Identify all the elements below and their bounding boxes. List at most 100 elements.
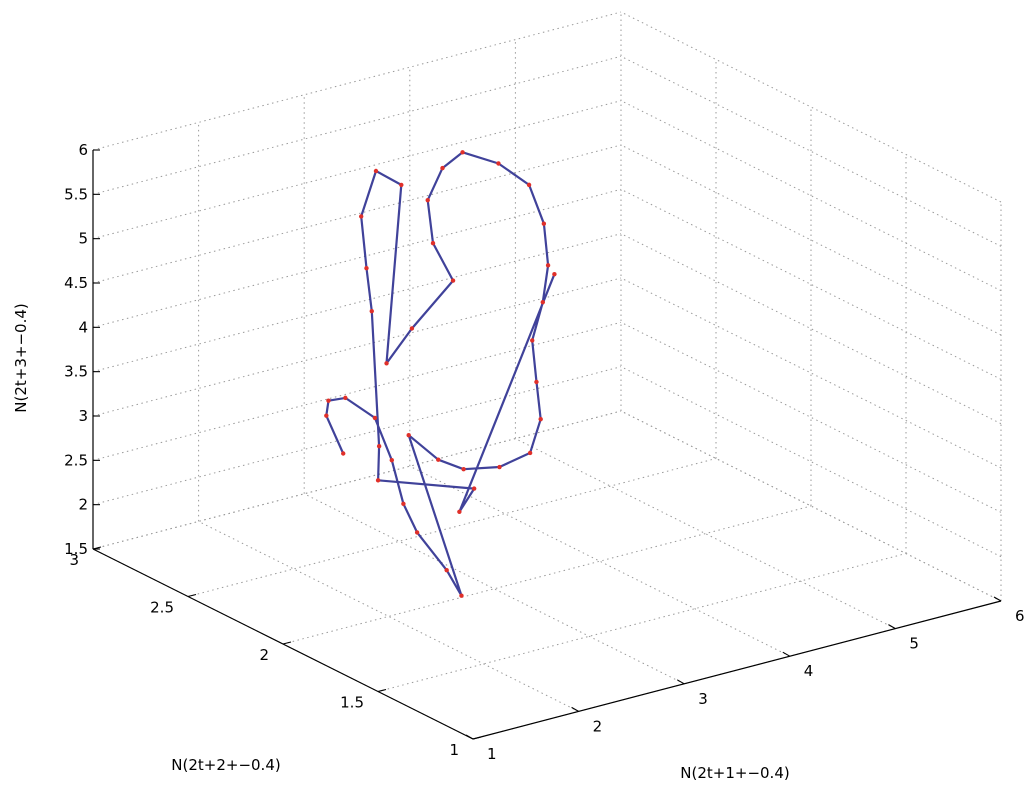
y-tick-mark <box>92 546 102 550</box>
y-tick-mark <box>282 641 292 645</box>
gridline-floor-y <box>282 505 812 645</box>
data-point <box>496 161 501 166</box>
data-point <box>324 413 329 418</box>
data-point <box>372 415 378 421</box>
gridline-back-z <box>92 277 622 417</box>
gridline-back-z <box>92 410 622 550</box>
x-tick-mark <box>782 651 791 657</box>
gridline-floor-x <box>198 520 579 712</box>
data-point <box>444 567 449 573</box>
gridline-floor-x <box>303 493 685 685</box>
data-point <box>541 221 547 226</box>
z-tick-label: 4 <box>78 318 88 336</box>
data-point <box>384 361 389 366</box>
z-tick-label: 5.5 <box>64 185 88 203</box>
gridline-side-z <box>620 277 1002 469</box>
z-axis-title: N(2t+3+−0.4) <box>12 303 30 412</box>
data-point <box>425 197 430 203</box>
x-tick-label: 2 <box>593 717 603 735</box>
y-tick-label: 2 <box>259 646 269 664</box>
data-point <box>341 451 346 456</box>
gridline-back-z <box>92 144 622 284</box>
data-point <box>369 308 374 314</box>
x-tick-mark <box>888 624 896 630</box>
z-tick-label: 6 <box>78 141 88 159</box>
x-tick-mark <box>676 679 685 685</box>
data-point <box>436 457 441 462</box>
gridline-back-z <box>92 233 622 373</box>
data-layer <box>324 150 557 598</box>
data-point <box>526 182 532 188</box>
data-point <box>527 450 533 456</box>
z-tick-label: 2.5 <box>64 451 88 469</box>
data-point <box>409 326 415 331</box>
data-point <box>373 168 379 174</box>
data-point <box>530 338 535 343</box>
data-point <box>534 379 539 385</box>
gridline-floor-y <box>92 410 622 550</box>
x-axis-line <box>472 600 1002 740</box>
data-point <box>460 150 465 155</box>
data-point <box>552 271 557 277</box>
data-point <box>375 478 381 483</box>
data-point <box>430 240 436 246</box>
y-axis-title: N(2t+2+−0.4) <box>171 756 280 774</box>
gridline-side-z <box>620 55 1002 247</box>
z-tick-label: 1.5 <box>64 540 88 558</box>
data-point <box>459 593 464 598</box>
x-tick-label: 1 <box>487 745 497 763</box>
y-tick-label: 3 <box>69 551 79 569</box>
z-tick-label: 3 <box>78 407 88 425</box>
data-point <box>359 214 364 219</box>
data-point <box>326 398 331 403</box>
y-tick-mark <box>472 736 482 740</box>
data-point <box>545 263 551 268</box>
gridline-floor-x <box>515 438 896 630</box>
x-tick-mark <box>465 734 474 740</box>
data-point <box>401 501 406 506</box>
data-point <box>471 486 477 491</box>
y-tick-label: 1.5 <box>340 694 364 712</box>
data-point <box>461 466 466 472</box>
gridline-side-z <box>620 100 1002 292</box>
gridline-back-z <box>92 11 622 151</box>
data-point <box>538 416 543 422</box>
gridline-side-z <box>620 366 1002 558</box>
z-tick-label: 4.5 <box>64 274 88 292</box>
x-tick-label: 3 <box>698 690 708 708</box>
data-point <box>450 278 456 283</box>
gridline-side-z <box>620 233 1002 425</box>
gridline-back-z <box>92 100 622 240</box>
y-tick-label: 1 <box>449 741 459 759</box>
gridline-floor-x <box>409 465 791 657</box>
gridline-side-z <box>620 321 1002 513</box>
gridline-floor-y <box>187 458 717 597</box>
x-tick-mark <box>571 706 579 712</box>
data-point <box>389 457 394 463</box>
data-point <box>376 444 382 449</box>
gridline-back-z <box>92 188 622 328</box>
gridline-back-z <box>92 366 622 506</box>
x-tick-label: 5 <box>909 635 919 653</box>
tick-layer: 1.5 2 2.5 3 3.5 4 4.5 5 5.5 6 1 1.5 2 2.5 3 1 2 3 4 5 6 <box>64 141 1024 763</box>
gridline-side-z <box>620 11 1002 203</box>
data-point <box>457 509 462 515</box>
x-tick-label: 4 <box>804 662 814 680</box>
grid-layer <box>92 11 1002 740</box>
gridline-side-z <box>620 144 1002 336</box>
y-tick-mark <box>377 688 387 693</box>
trajectory-line <box>325 151 556 597</box>
data-point <box>414 530 420 535</box>
data-point <box>540 299 545 305</box>
data-point <box>343 395 348 401</box>
z-tick-label: 2 <box>78 496 88 514</box>
x-tick-mark <box>993 596 1002 602</box>
y-tick-label: 2.5 <box>150 599 174 617</box>
data-point <box>406 433 411 438</box>
axes-box <box>92 150 1002 740</box>
gridline-side-z <box>620 188 1002 380</box>
data-point <box>497 464 502 470</box>
gridline-back-z <box>92 321 622 461</box>
